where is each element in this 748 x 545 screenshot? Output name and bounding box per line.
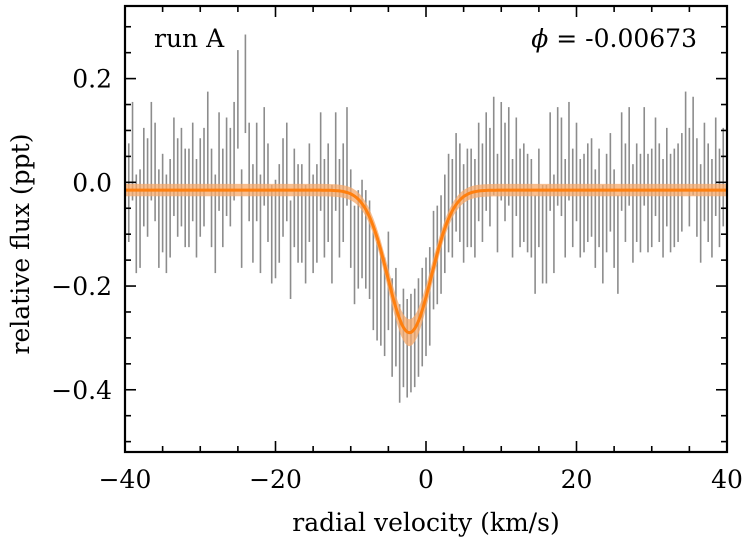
x-tick-label: −40 — [99, 465, 152, 494]
x-tick-label: 20 — [561, 465, 593, 494]
run-label: run A — [154, 24, 225, 53]
phase-label: ϕ = -0.00673 — [531, 24, 697, 53]
x-axis-label: radial velocity (km/s) — [292, 508, 559, 537]
y-tick-label: −0.4 — [51, 376, 112, 405]
x-tick-label: 0 — [418, 465, 434, 494]
y-tick-label: −0.2 — [51, 272, 112, 301]
x-tick-label: 40 — [711, 465, 743, 494]
data-points — [127, 34, 725, 403]
axis-ticks — [124, 6, 728, 452]
y-tick-label: 0.2 — [72, 65, 112, 94]
model-fit-line — [125, 188, 727, 335]
phase-value: = -0.00673 — [548, 24, 697, 53]
model-fit — [125, 183, 727, 347]
y-tick-label: 0.0 — [72, 168, 112, 197]
x-tick-label: −20 — [249, 465, 302, 494]
axis-tick-labels: −40 −20 0 20 40 −0.4 −0.2 0.0 0.2 — [51, 65, 743, 494]
phase-symbol: ϕ — [531, 24, 548, 53]
y-axis-label: relative flux (ppt) — [6, 134, 35, 355]
